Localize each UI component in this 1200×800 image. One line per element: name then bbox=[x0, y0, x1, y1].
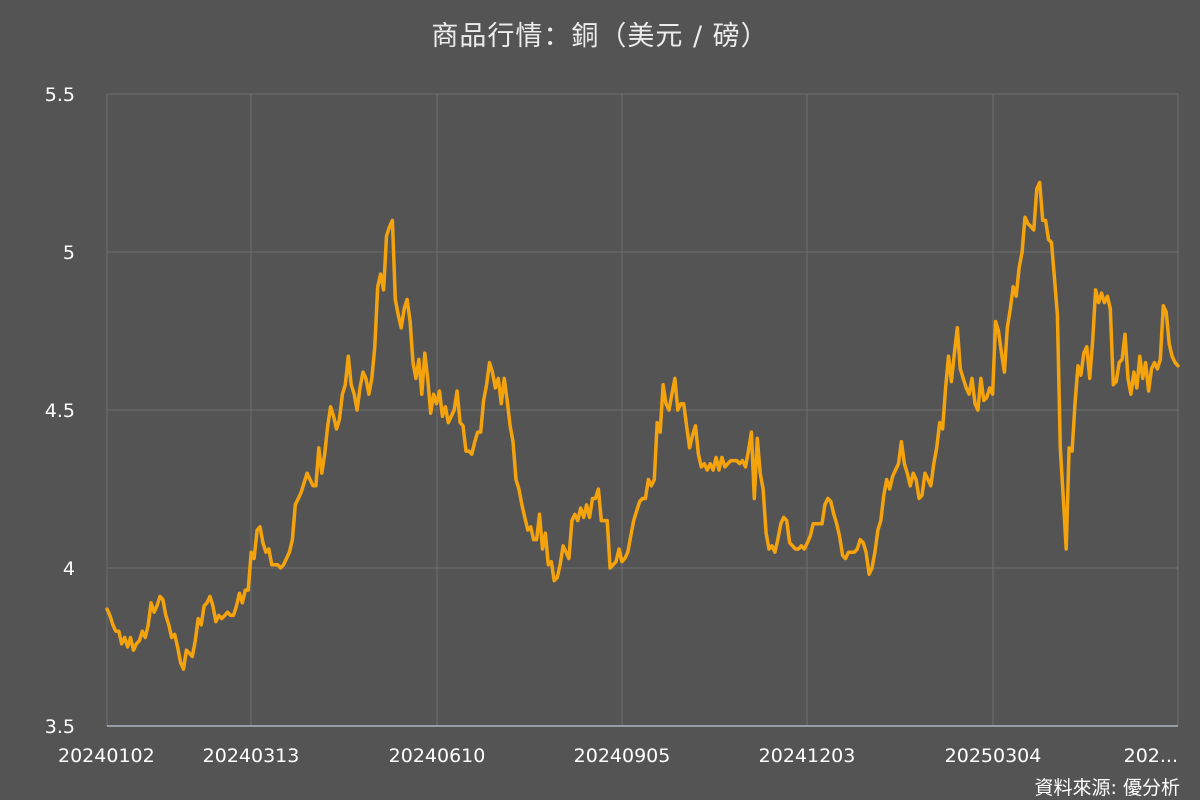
x-tick-label: 20241203 bbox=[759, 745, 856, 767]
x-tick-label: 202... bbox=[1124, 745, 1178, 767]
copper-price-line bbox=[105, 180, 1180, 671]
x-tick-label: 20240610 bbox=[389, 745, 486, 767]
x-tick-label: 20250304 bbox=[945, 745, 1042, 767]
gridlines bbox=[106, 93, 1179, 727]
y-axis-ticks: 3.5 4 4.5 5 5.5 bbox=[45, 84, 75, 738]
x-tick-label: 20240313 bbox=[203, 745, 300, 767]
chart-title: 商品行情：銅（美元 / 磅） bbox=[431, 21, 769, 52]
series-layer bbox=[105, 180, 1180, 671]
y-tick-label: 5 bbox=[63, 242, 75, 264]
y-tick-label: 5.5 bbox=[45, 84, 75, 106]
y-tick-label: 4.5 bbox=[45, 400, 75, 422]
x-tick-label: 20240102 bbox=[58, 745, 155, 767]
source-label: 資料來源: 優分析 bbox=[1034, 777, 1180, 799]
y-tick-label: 3.5 bbox=[45, 716, 75, 738]
y-tick-label: 4 bbox=[63, 558, 75, 580]
x-tick-label: 20240905 bbox=[574, 745, 671, 767]
x-axis-ticks: 20240102 20240313 20240610 20240905 20241203… bbox=[58, 745, 1178, 767]
